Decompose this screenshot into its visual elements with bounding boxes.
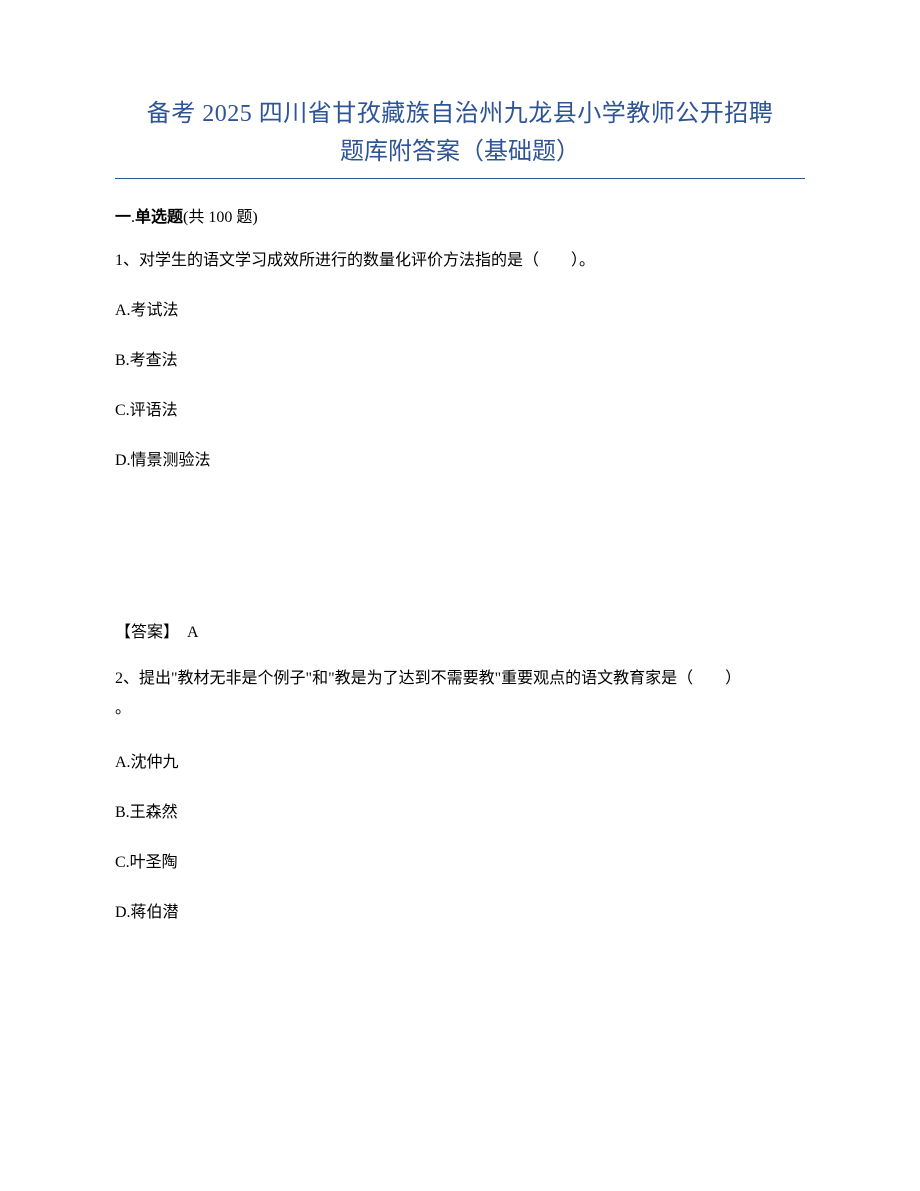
question-1-option-c: C.评语法	[115, 399, 805, 423]
question-2-text-line2: 。	[115, 700, 131, 717]
question-1: 1、对学生的语文学习成效所进行的数量化评价方法指的是（ ）。	[115, 249, 805, 273]
title-line-2: 题库附答案（基础题）	[115, 133, 805, 171]
title-underline	[115, 178, 805, 179]
question-1-answer: 【答案】 A	[115, 618, 805, 642]
question-2-option-a: A.沈仲九	[115, 751, 805, 775]
section-type: 单选题	[135, 209, 183, 226]
question-1-number: 1、	[115, 252, 139, 269]
question-2-option-d: D.蒋伯潜	[115, 901, 805, 925]
question-2: 2、提出"教材无非是个例子"和"教是为了达到不需要教"重要观点的语文教育家是（ …	[115, 664, 805, 725]
title-line-1: 备考 2025 四川省甘孜藏族自治州九龙县小学教师公开招聘	[115, 95, 805, 133]
question-1-option-a: A.考试法	[115, 299, 805, 323]
title-block: 备考 2025 四川省甘孜藏族自治州九龙县小学教师公开招聘 题库附答案（基础题）	[115, 95, 805, 172]
section-header: 一.单选题(共 100 题)	[115, 203, 805, 227]
question-1-option-d: D.情景测验法	[115, 449, 805, 473]
question-1-option-b: B.考查法	[115, 349, 805, 373]
section-prefix: 一	[115, 209, 131, 226]
answer-value: A	[187, 624, 199, 641]
question-2-option-b: B.王森然	[115, 801, 805, 825]
question-2-option-c: C.叶圣陶	[115, 851, 805, 875]
question-2-number: 2、	[115, 670, 139, 687]
answer-label: 【答案】	[115, 624, 179, 641]
document-page: 备考 2025 四川省甘孜藏族自治州九龙县小学教师公开招聘 题库附答案（基础题）…	[0, 0, 920, 1191]
section-count: (共 100 题)	[183, 209, 258, 226]
question-2-text-line1: 提出"教材无非是个例子"和"教是为了达到不需要教"重要观点的语文教育家是（ ）	[139, 670, 741, 687]
question-1-text: 对学生的语文学习成效所进行的数量化评价方法指的是（ ）。	[139, 252, 595, 269]
